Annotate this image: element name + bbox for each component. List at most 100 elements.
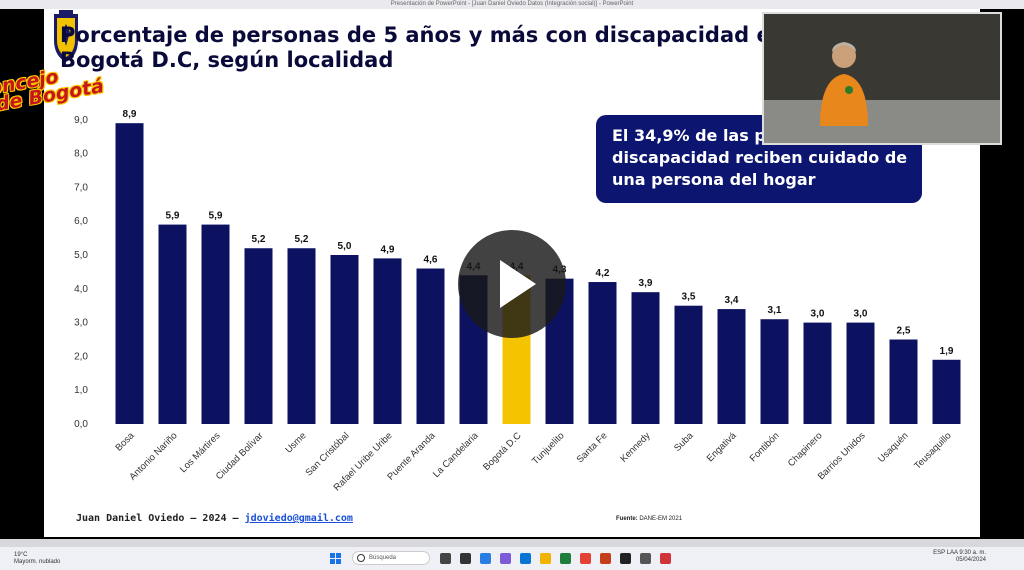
bar-value-label: 3,0 [854,309,868,320]
category-label: Bogotá D.C [481,430,524,473]
bogota-crest-icon [54,10,78,62]
teams-icon[interactable] [500,553,511,564]
author-name: Juan Daniel Oviedo – 2024 – [76,513,245,524]
taskbar-search[interactable]: Búsqueda [352,551,430,565]
slide-title-line2: Bogotá D.C, según localidad [60,48,394,72]
y-tick-label: 8,0 [74,149,88,160]
category-label: Fontibón [748,430,782,464]
author-email-link[interactable]: jdoviedo@gmail.com [244,513,353,524]
bar [717,309,746,424]
bar-value-label: 5,2 [252,234,266,245]
weather-desc: Mayorm. nublado [14,559,61,565]
bar-value-label: 1,9 [940,346,954,357]
bar-value-label: 5,9 [209,211,223,222]
bar-value-label: 8,9 [123,109,137,120]
media-icon[interactable] [620,553,631,564]
category-label: Usaquén [876,430,911,465]
bar-value-label: 4,6 [424,255,438,266]
bar [846,322,875,424]
source-note: Fuente: DANE-EM 2021 [616,516,682,522]
bar [932,359,961,424]
powerpoint-icon[interactable] [600,553,611,564]
tray-date: 05/04/2024 [955,557,986,563]
council-desk [764,100,1000,143]
category-label: Tunjuelito [530,430,567,467]
bar-value-label: 3,4 [725,295,739,306]
weather-temp: 19°C [14,552,28,558]
video-feed[interactable] [762,12,1002,145]
bar [244,248,273,424]
pdf-icon[interactable] [660,553,671,564]
y-tick-label: 2,0 [74,351,88,362]
category-label: Chapinero [786,430,825,469]
speaker-image [820,42,868,126]
category-label: Los Mártires [178,430,223,475]
bar [115,123,144,425]
bar [201,224,230,424]
category-label: Usme [283,430,308,455]
taskbar: 19°C Mayorm. nublado Búsqueda ESP LAA 9:3… [0,547,1024,570]
weather-widget[interactable]: 19°C Mayorm. nublado [14,552,60,566]
excel-icon[interactable] [560,553,571,564]
y-tick-label: 7,0 [74,182,88,193]
store-icon[interactable] [480,553,491,564]
y-tick-label: 6,0 [74,216,88,227]
bar [631,292,660,424]
bar [803,322,832,424]
window-titlebar: Presentación de PowerPoint - [Juan Danie… [0,0,1024,9]
play-icon [500,260,536,308]
source-value: DANE-EM 2021 [639,516,683,522]
y-tick-label: 5,0 [74,250,88,261]
bar [760,319,789,424]
source-label: Fuente: [616,516,638,522]
search-icon [357,554,365,562]
tray-time: 9:30 a. m. [959,550,986,556]
bar [588,282,617,424]
bar-value-label: 3,0 [811,309,825,320]
status-bar [0,539,1024,547]
bar-value-label: 5,0 [338,241,352,252]
category-label: San Cristóbal [304,430,352,478]
edge-icon[interactable] [520,553,531,564]
author-credit: Juan Daniel Oviedo – 2024 – jdoviedo@gma… [76,513,353,524]
system-tray[interactable]: ESP LAA 9:30 a. m. 05/04/2024 [933,550,986,564]
task-view-icon[interactable] [440,553,451,564]
y-tick-label: 9,0 [74,115,88,126]
y-tick-label: 1,0 [74,385,88,396]
chrome-icon[interactable] [580,553,591,564]
bar [889,339,918,424]
bar-value-label: 4,9 [381,244,395,255]
bar [674,305,703,424]
category-label: Suba [672,430,696,454]
bar-value-label: 5,2 [295,234,309,245]
search-placeholder: Búsqueda [369,555,397,561]
bar-value-label: 3,5 [682,292,696,303]
y-tick-label: 3,0 [74,318,88,329]
tray-lang: ESP LAA [933,550,958,556]
bar-value-label: 3,1 [768,305,782,316]
windows-start-icon[interactable] [330,553,341,564]
y-tick-label: 4,0 [74,284,88,295]
category-label: Teusaquillo [912,430,953,471]
callout-box: El 34,9% de las p discapacidad reciben c… [596,115,922,203]
bar [287,248,316,424]
folder-icon[interactable] [540,553,551,564]
category-label: La Candelaria [431,430,481,480]
bar-value-label: 3,9 [639,278,653,289]
category-label: Engativá [705,430,739,464]
bar-value-label: 2,5 [897,326,911,337]
bar-value-label: 5,9 [166,211,180,222]
category-label: Kennedy [618,430,652,464]
bar [158,224,187,424]
bar [416,268,445,424]
bar-value-label: 4,2 [596,268,610,279]
play-button[interactable] [458,230,566,338]
category-label: Santa Fe [575,430,610,465]
y-tick-label: 0,0 [74,419,88,430]
app-icon[interactable] [640,553,651,564]
bar-chart: 0,0 1,0 2,0 3,0 4,0 5,0 6,0 7,0 8,0 9,0 8,9 Bosa 5,9… [74,109,961,493]
bar [373,258,402,424]
category-label: Bosa [114,430,138,454]
file-manager-icon[interactable] [460,553,471,564]
bar [330,255,359,424]
